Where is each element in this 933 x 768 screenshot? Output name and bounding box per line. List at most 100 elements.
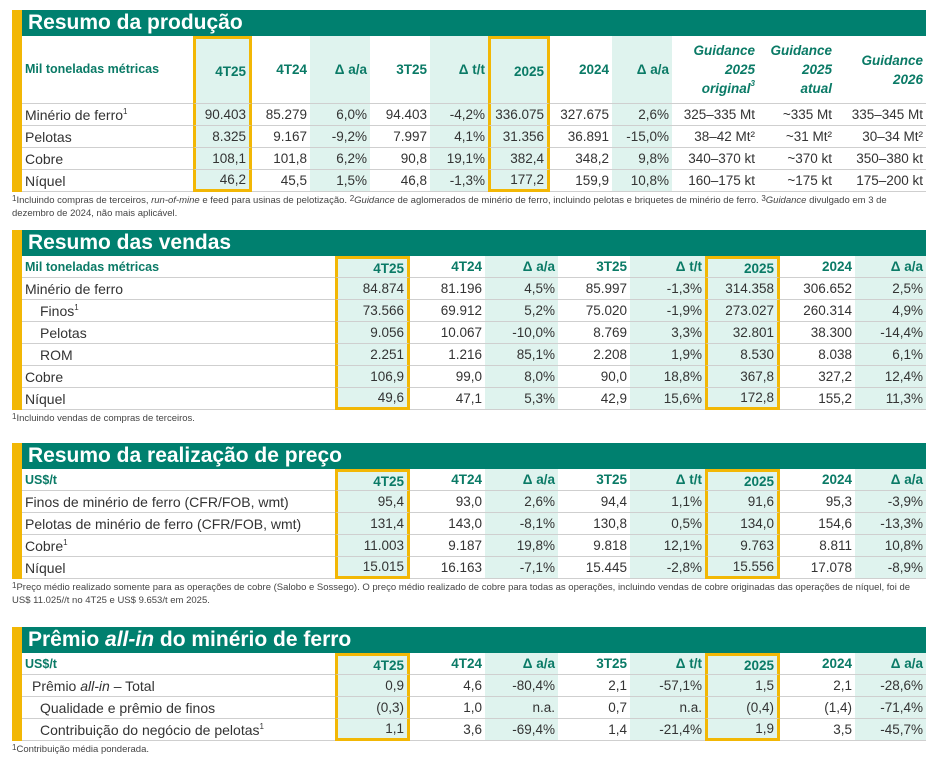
section-producao: Resumo da produção Mil toneladas métricas… bbox=[12, 10, 926, 220]
cell-value: 38–42 Mt² bbox=[672, 126, 758, 148]
cell-value: 15.445 bbox=[558, 557, 630, 579]
cell-value: 0,9 bbox=[335, 675, 410, 697]
cell-value: -1,9% bbox=[630, 300, 705, 322]
cell-value: 8,0% bbox=[485, 366, 558, 388]
cell-value: 38.300 bbox=[780, 322, 855, 344]
table-row: Pelotas de minério de ferro (CFR/FOB, wm… bbox=[22, 513, 926, 535]
cell-value: ~335 Mt bbox=[758, 104, 835, 126]
cell-value: -21,4% bbox=[630, 719, 705, 741]
column-header: Δ a/a bbox=[855, 653, 926, 675]
cell-value: 327,2 bbox=[780, 366, 855, 388]
column-header: Δ t/t bbox=[430, 36, 488, 104]
cell-value: 2,1 bbox=[558, 675, 630, 697]
cell-value: 172,8 bbox=[705, 388, 780, 410]
cell-value: 2.251 bbox=[335, 344, 410, 366]
cell-value: 15,6% bbox=[630, 388, 705, 410]
cell-value: 4,1% bbox=[430, 126, 488, 148]
column-header: 4T24 bbox=[252, 36, 310, 104]
cell-value: 325–335 Mt bbox=[672, 104, 758, 126]
cell-value: 327.675 bbox=[550, 104, 612, 126]
accent-bar bbox=[12, 627, 22, 741]
cell-value: 11,3% bbox=[855, 388, 926, 410]
cell-value: (1,4) bbox=[780, 697, 855, 719]
cell-value: 75.020 bbox=[558, 300, 630, 322]
cell-value: 8.811 bbox=[780, 535, 855, 557]
section-title: Resumo das vendas bbox=[22, 230, 926, 256]
cell-value: 46,2 bbox=[193, 170, 252, 192]
cell-value: 1,9% bbox=[630, 344, 705, 366]
cell-value: 7.997 bbox=[370, 126, 430, 148]
cell-value: 160–175 kt bbox=[672, 170, 758, 192]
footnote: 1Incluindo vendas de compras de terceiro… bbox=[12, 412, 195, 424]
row-label: Pelotas bbox=[22, 126, 193, 148]
footnote: 1Contribuição média ponderada. bbox=[12, 743, 150, 755]
cell-value: 9.187 bbox=[410, 535, 485, 557]
cell-value: 12,4% bbox=[855, 366, 926, 388]
cell-value: 11.003 bbox=[335, 535, 410, 557]
column-header: 3T25 bbox=[558, 256, 630, 278]
unit-label: Mil toneladas métricas bbox=[22, 256, 335, 278]
cell-value: 42,9 bbox=[558, 388, 630, 410]
cell-value: 159,9 bbox=[550, 170, 612, 192]
column-header: 2025 bbox=[705, 469, 780, 491]
table-row: Contribuição do negócio de pelotas1 1,1 3,… bbox=[22, 719, 926, 741]
cell-value: 4,9% bbox=[855, 300, 926, 322]
cell-value: (0,3) bbox=[335, 697, 410, 719]
column-header: 3T25 bbox=[370, 36, 430, 104]
cell-value: 3,3% bbox=[630, 322, 705, 344]
cell-value: 6,1% bbox=[855, 344, 926, 366]
row-label: Cobre1 bbox=[22, 535, 335, 557]
unit-label: Mil toneladas métricas bbox=[22, 36, 193, 104]
cell-value: 95,4 bbox=[335, 491, 410, 513]
table-row: Cobre 106,9 99,0 8,0% 90,0 18,8% 367,8 327,2 12,… bbox=[22, 366, 926, 388]
table-row: Cobre1 11.003 9.187 19,8% 9.818 12,1% 9.763 8.8… bbox=[22, 535, 926, 557]
cell-value: -1,3% bbox=[630, 278, 705, 300]
cell-value: 16.163 bbox=[410, 557, 485, 579]
column-header: Δ a/a bbox=[855, 469, 926, 491]
cell-value: -13,3% bbox=[855, 513, 926, 535]
column-header: Δ t/t bbox=[630, 469, 705, 491]
cell-value: 1,0 bbox=[410, 697, 485, 719]
cell-value: 93,0 bbox=[410, 491, 485, 513]
cell-value: 85.997 bbox=[558, 278, 630, 300]
row-label: ROM bbox=[22, 344, 335, 366]
cell-value: -8,9% bbox=[855, 557, 926, 579]
cell-value: 5,2% bbox=[485, 300, 558, 322]
cell-value: 101,8 bbox=[252, 148, 310, 170]
section-title: Resumo da produção bbox=[22, 10, 926, 36]
row-label: Qualidade e prêmio de finos bbox=[22, 697, 335, 719]
cell-value: 340–370 kt bbox=[672, 148, 758, 170]
cell-value: 94.403 bbox=[370, 104, 430, 126]
column-header: 3T25 bbox=[558, 469, 630, 491]
cell-value: 134,0 bbox=[705, 513, 780, 535]
section-preco: Resumo da realização de preço US$/t 4T25 4T… bbox=[12, 443, 926, 607]
cell-value: 8.038 bbox=[780, 344, 855, 366]
cell-value: 1.216 bbox=[410, 344, 485, 366]
cell-value: 91,6 bbox=[705, 491, 780, 513]
column-header: 3T25 bbox=[558, 653, 630, 675]
cell-value: 260.314 bbox=[780, 300, 855, 322]
row-label: Níquel bbox=[22, 170, 193, 192]
table-row: Finos1 73.566 69.912 5,2% 75.020 -1,9% 273.027… bbox=[22, 300, 926, 322]
table-row: Níquel 46,2 45,5 1,5% 46,8 -1,3% 177,2 159,9 10,… bbox=[22, 170, 926, 192]
cell-value: 10.067 bbox=[410, 322, 485, 344]
accent-bar bbox=[12, 230, 22, 410]
row-label: Cobre bbox=[22, 366, 335, 388]
column-header: 2025 bbox=[705, 653, 780, 675]
cell-value: n.a. bbox=[485, 697, 558, 719]
table-row: Minério de ferro1 90.403 85.279 6,0% 94.403-… bbox=[22, 104, 926, 126]
column-header: Δ a/a bbox=[485, 469, 558, 491]
cell-value: 19,8% bbox=[485, 535, 558, 557]
cell-value: 9,8% bbox=[612, 148, 672, 170]
unit-label: US$/t bbox=[22, 469, 335, 491]
cell-value: 49,6 bbox=[335, 388, 410, 410]
cell-value: -7,1% bbox=[485, 557, 558, 579]
cell-value: 17.078 bbox=[780, 557, 855, 579]
column-header: Δ a/a bbox=[310, 36, 370, 104]
cell-value: 19,1% bbox=[430, 148, 488, 170]
column-header: 4T25 bbox=[335, 469, 410, 491]
column-header: 4T24 bbox=[410, 256, 485, 278]
cell-value: -9,2% bbox=[310, 126, 370, 148]
cell-value: -8,1% bbox=[485, 513, 558, 535]
cell-value: 335–345 Mt bbox=[835, 104, 926, 126]
